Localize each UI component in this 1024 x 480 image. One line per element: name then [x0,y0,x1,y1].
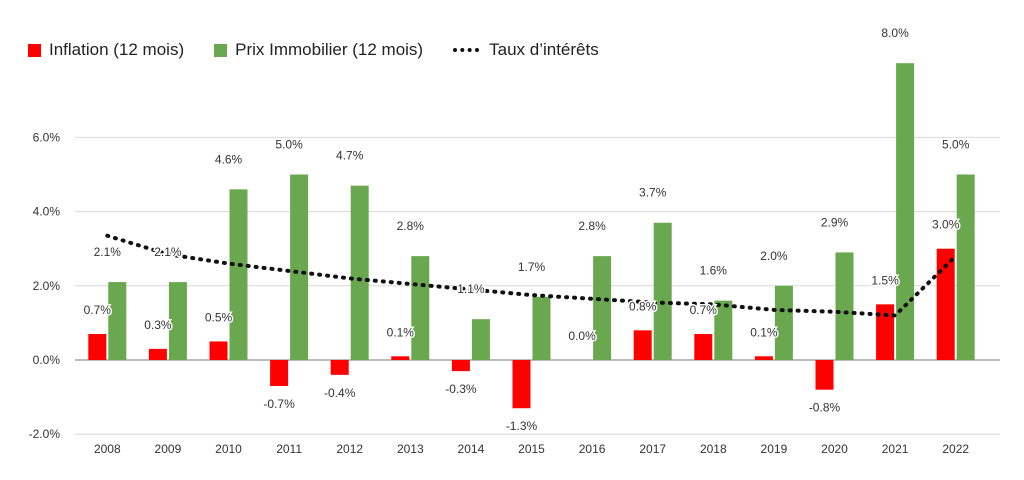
inflation-data-label: -0.3% [445,382,477,396]
prix-immobilier-data-label: 2.0% [760,249,788,263]
inflation-data-label: -0.7% [263,397,295,411]
legend-item-inflation: Inflation (12 mois) [28,40,184,60]
prix-immobilier-bar [229,189,248,360]
prix-immobilier-bar [350,185,369,360]
legend-item-taux: Taux d’intérêts [453,40,599,60]
inflation-data-label: 0.1% [387,325,415,339]
prix-immobilier-data-label: 2.9% [821,215,849,229]
prix-immobilier-bar [168,282,187,360]
prix-immobilier-bar [774,285,793,360]
inflation-bar [270,360,289,386]
x-tick-label: 2011 [276,442,302,456]
prix-immobilier-data-label: 4.7% [336,149,364,163]
inflation-data-label: 0.0% [568,329,596,343]
inflation-data-label: 0.5% [205,310,233,324]
prix-immobilier-data-label: 4.6% [215,152,243,166]
x-tick-label: 2008 [94,442,121,456]
inflation-bar [451,360,470,372]
legend-label-prix-immobilier: Prix Immobilier (12 mois) [235,40,424,59]
y-tick-label: 4.0% [33,205,61,219]
taux-interets-line [105,233,958,318]
x-tick-label: 2017 [639,442,666,456]
y-tick-label: 6.0% [33,130,61,144]
prix-immobilier-data-label: 1.7% [518,260,546,274]
inflation-data-label: 0.7% [690,303,718,317]
x-tick-label: 2012 [336,442,363,456]
inflation-bar [936,248,955,360]
y-tick-label: -2.0% [29,427,61,441]
prix-immobilier-bar [896,63,915,360]
inflation-data-label: -0.4% [324,386,356,400]
prix-immobilier-data-label: 8.0% [881,26,909,40]
x-tick-label: 2016 [579,442,606,456]
inflation-bar [88,334,107,360]
x-tick-label: 2014 [458,442,485,456]
prix-immobilier-data-label: 2.8% [397,219,425,233]
y-tick-label: 2.0% [33,279,61,293]
prix-immobilier-bar [593,256,612,360]
inflation-data-label: 3.0% [932,218,960,232]
inflation-bar [391,356,410,360]
prix-immobilier-data-label: 1.6% [700,264,728,278]
inflation-bar [148,348,167,360]
prix-immobilier-bar [714,300,733,360]
chart-legend: Inflation (12 mois) Prix Immobilier (12 … [28,38,629,62]
x-tick-label: 2013 [397,442,424,456]
prix-immobilier-data-label: 5.0% [942,138,970,152]
legend-swatch-taux [453,48,480,52]
inflation-data-label: -1.3% [506,419,538,433]
prix-immobilier-data-label: 2.1% [154,245,182,259]
inflation-bar [815,360,834,390]
prix-immobilier-data-label: 1.1% [457,282,485,296]
legend-item-prix-immobilier: Prix Immobilier (12 mois) [214,40,423,60]
inflation-bar [876,304,895,360]
x-tick-label: 2021 [882,442,909,456]
y-tick-label: 0.0% [33,353,61,367]
x-tick-label: 2018 [700,442,727,456]
legend-swatch-prix-immobilier [214,43,228,57]
x-tick-label: 2009 [155,442,182,456]
inflation-bar [512,360,531,409]
legend-label-inflation: Inflation (12 mois) [49,40,185,59]
x-tick-label: 2019 [761,442,788,456]
prix-immobilier-bar [411,256,430,360]
inflation-data-label: 1.5% [871,273,899,287]
inflation-data-label: 0.3% [144,318,172,332]
legend-swatch-inflation [28,43,41,57]
prix-immobilier-bar [108,282,127,360]
prix-immobilier-data-label: 2.8% [578,219,606,233]
legend-label-taux: Taux d’intérêts [489,40,599,59]
prix-immobilier-bar [471,319,490,360]
x-tick-label: 2015 [518,442,545,456]
prix-immobilier-data-label: 3.7% [639,186,667,200]
inflation-data-label: 0.8% [629,299,657,313]
inflation-bar [209,341,228,360]
prix-immobilier-bar [532,296,551,360]
inflation-data-label: 0.1% [750,325,778,339]
x-tick-label: 2022 [942,442,969,456]
prix-immobilier-data-label: 2.1% [94,245,122,259]
x-tick-label: 2010 [215,442,242,456]
prix-immobilier-data-label: 5.0% [275,138,303,152]
x-tick-label: 2020 [821,442,848,456]
inflation-bar [694,334,713,360]
inflation-data-label: -0.8% [809,401,841,415]
prix-immobilier-bar [956,174,975,360]
inflation-bar [633,330,652,360]
prix-immobilier-bar [835,252,854,360]
prix-immobilier-bar [653,222,672,360]
inflation-data-label: 0.7% [84,303,112,317]
inflation-bar [330,360,349,375]
prix-immobilier-bar [290,174,309,360]
inflation-bar [754,356,773,360]
